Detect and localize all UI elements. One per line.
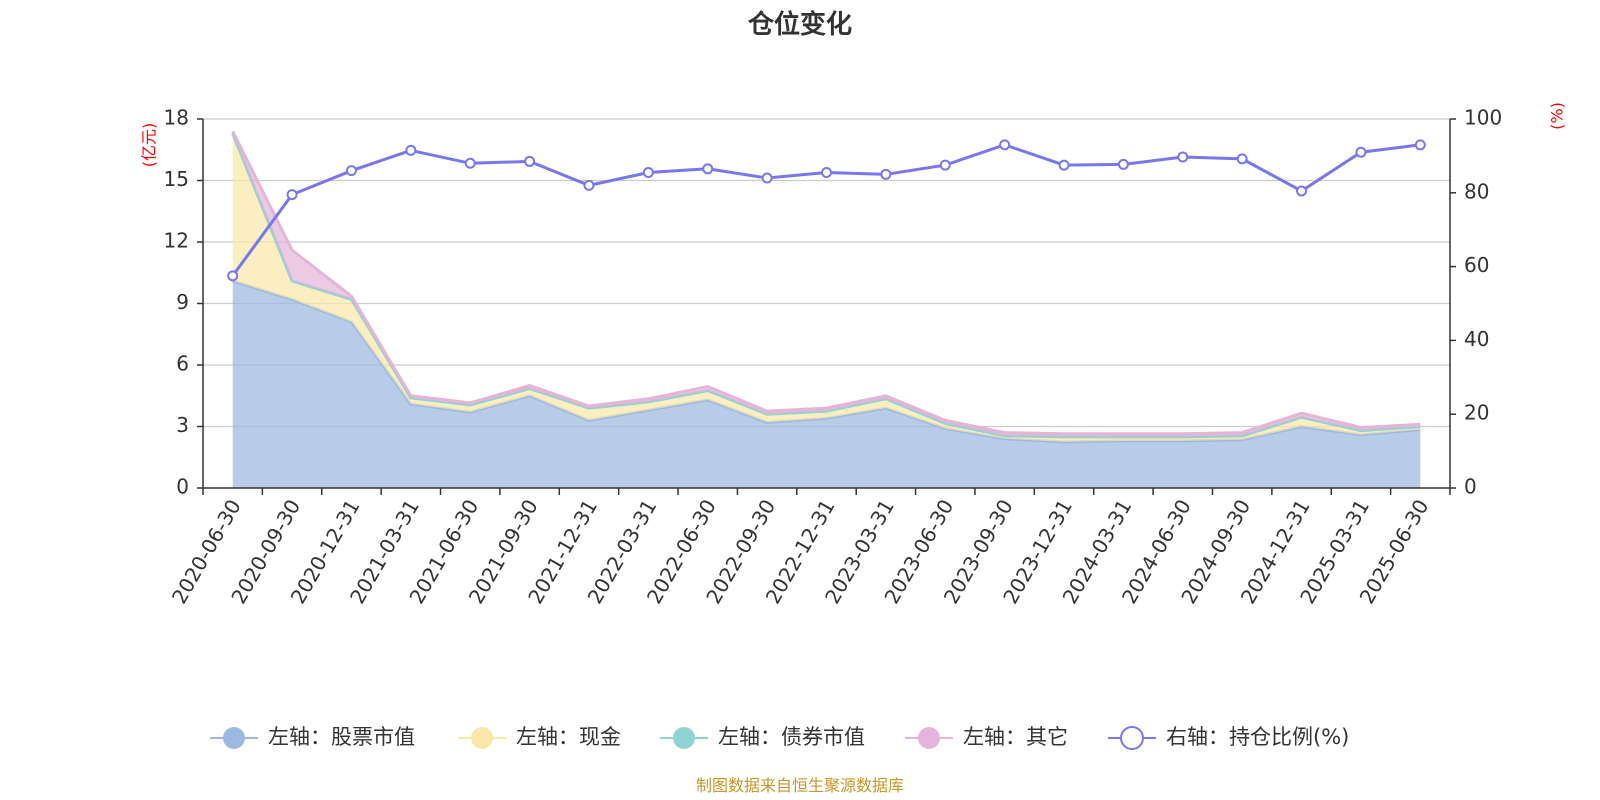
chart-title: 仓位变化 [747,9,852,40]
right-tick-label: 60 [1464,253,1489,277]
source-note: 制图数据来自恒生聚源数据库 [696,776,904,795]
ratio-line [231,143,1421,277]
legend-marker [471,727,493,749]
right-axis-unit: (%) [1548,102,1567,130]
ratio-point [1117,158,1129,170]
area-2 [232,133,1421,438]
left-tick-label: 18 [164,106,189,130]
area-edge-2 [231,132,1421,439]
ratio-point [1355,146,1367,158]
ratio-point [642,167,654,179]
left-tick-label: 12 [164,229,189,253]
ratio-point [702,163,714,175]
ratio-point [1058,159,1070,171]
right-tick-label: 40 [1464,327,1489,351]
ratio-point [999,139,1011,151]
legend-label: 左轴：其它 [963,725,1068,749]
ratio-point [880,168,892,180]
left-tick-label: 3 [176,413,189,437]
ratio-point [821,167,832,179]
left-tick-label: 6 [176,352,189,376]
ratio-point [524,155,536,167]
legend: 左轴：股票市值 左轴：现金 左轴：债券市值 左轴：其它 右轴：持仓比例(%) [210,725,1349,750]
left-tick-label: 15 [164,167,189,191]
right-tick-label: 100 [1464,106,1502,130]
legend-label: 左轴：债券市值 [718,725,865,749]
ratio-point [405,144,417,156]
legend-label: 右轴：持仓比例(%) [1166,725,1349,749]
grid-lines [203,118,1450,428]
left-tick-label: 0 [176,475,189,499]
area-edge-1 [231,132,1421,440]
legend-marker [918,727,940,749]
ratio-point [286,189,298,201]
right-tick-label: 20 [1464,401,1489,425]
ratio-point [761,172,773,184]
ratio-point [939,159,951,171]
left-axis-unit: (亿元) [140,123,159,168]
left-tick-label: 9 [176,290,189,314]
legend-marker [673,727,695,749]
ratio-point [1296,185,1308,197]
line-series [227,139,1426,282]
ratio-point [464,157,476,169]
ratio-point [1177,151,1189,163]
legend-marker [1120,726,1144,750]
ratio-point [345,165,357,177]
right-tick-label: 0 [1464,475,1477,499]
ratio-point [227,270,239,282]
legend-label: 左轴：股票市值 [268,725,415,749]
legend-label: 左轴：现金 [516,725,621,749]
area-series [231,130,1421,488]
area-0 [232,280,1421,488]
ratio-point [583,179,595,191]
ratio-point [1236,153,1248,165]
area-edge-3 [231,130,1421,436]
right-tick-label: 80 [1464,179,1489,203]
ratio-point [1414,139,1426,151]
legend-marker [223,727,245,749]
